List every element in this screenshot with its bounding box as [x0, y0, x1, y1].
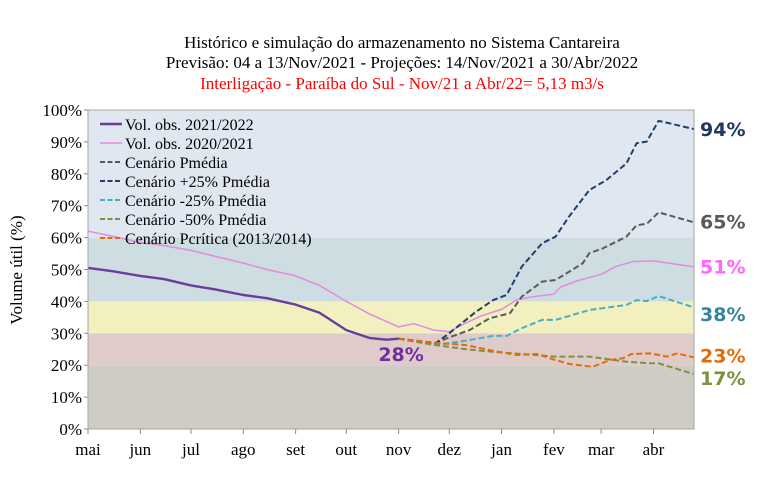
- series-line-2: [398, 211, 695, 344]
- x-tick-label: out: [335, 440, 357, 459]
- y-tick-label: 70%: [51, 197, 82, 216]
- legend-label: Vol. obs. 2020/2021: [125, 136, 254, 153]
- value-label: 51%: [700, 256, 745, 278]
- value-label: 38%: [700, 304, 745, 326]
- legend-label: Cenário Pcrítica (2013/2014): [125, 231, 312, 248]
- series-line-3: [398, 119, 695, 345]
- series-line-6: [398, 337, 695, 368]
- value-label: 65%: [700, 212, 745, 234]
- legend-label: Cenário -50% Pmédia: [125, 212, 266, 229]
- value-label: 17%: [700, 368, 745, 390]
- annotations: 28% 94% 65% 51% 38% 23%17%: [378, 119, 745, 390]
- x-tick-label: dez: [437, 440, 461, 459]
- y-tick-label: 80%: [51, 165, 82, 184]
- background-bands: [88, 110, 694, 429]
- x-tick-label: jun: [128, 440, 151, 459]
- x-tick-label: ago: [231, 440, 256, 459]
- x-tick-label: nov: [386, 440, 412, 459]
- x-tick-label: set: [286, 440, 305, 459]
- chart-subtitle: Previsão: 04 a 13/Nov/2021 - Projeções: …: [166, 53, 638, 72]
- y-tick-label: 60%: [51, 229, 82, 248]
- y-tick-label: 50%: [51, 261, 82, 280]
- series-line-0: [87, 266, 399, 341]
- x-tick-label: fev: [543, 440, 565, 459]
- y-axis: 0% 10% 20% 30% 40% 50% 60% 70% 80% 90% 100%: [42, 101, 88, 439]
- value-label: 28%: [378, 344, 423, 366]
- y-axis-label: Volume útil (%): [7, 215, 26, 324]
- y-tick-label: 0%: [59, 420, 82, 439]
- y-tick-label: 30%: [51, 324, 82, 343]
- legend: Vol. obs. 2021/2022 Vol. obs. 2020/2021 Ce…: [100, 117, 312, 248]
- series-line-4: [398, 295, 695, 347]
- x-tick-label: mar: [588, 440, 615, 459]
- x-tick-label: jan: [490, 440, 512, 459]
- chart-title: Histórico e simulação do armazenamento n…: [184, 33, 620, 52]
- chart-subtitle-red: Interligação - Paraíba do Sul - Nov/21 a…: [200, 74, 604, 93]
- x-axis: mai jun jul ago set out nov dez jan fev mar abr: [75, 429, 665, 459]
- value-label: 94%: [700, 119, 745, 141]
- band: [88, 110, 694, 238]
- legend-label: Cenário Pmédia: [125, 155, 228, 172]
- band: [88, 237, 694, 302]
- series-line-5: [398, 337, 695, 376]
- series-line-1: [87, 230, 695, 333]
- x-tick-label: jul: [181, 440, 200, 459]
- x-tick-label: mai: [75, 440, 101, 459]
- legend-label: Cenário -25% Pmédia: [125, 193, 266, 210]
- y-tick-label: 90%: [51, 133, 82, 152]
- band: [88, 301, 694, 334]
- y-tick-label: 20%: [51, 356, 82, 375]
- legend-label: Vol. obs. 2021/2022: [125, 117, 254, 134]
- y-tick-label: 40%: [51, 292, 82, 311]
- series-lines: [87, 119, 695, 376]
- legend-label: Cenário +25% Pmédia: [125, 174, 270, 191]
- y-tick-label: 10%: [51, 388, 82, 407]
- x-tick-label: abr: [643, 440, 665, 459]
- band: [88, 365, 694, 429]
- plot-frame: [87, 109, 695, 430]
- value-label: 23%: [700, 346, 745, 368]
- y-tick-label: 100%: [42, 101, 82, 120]
